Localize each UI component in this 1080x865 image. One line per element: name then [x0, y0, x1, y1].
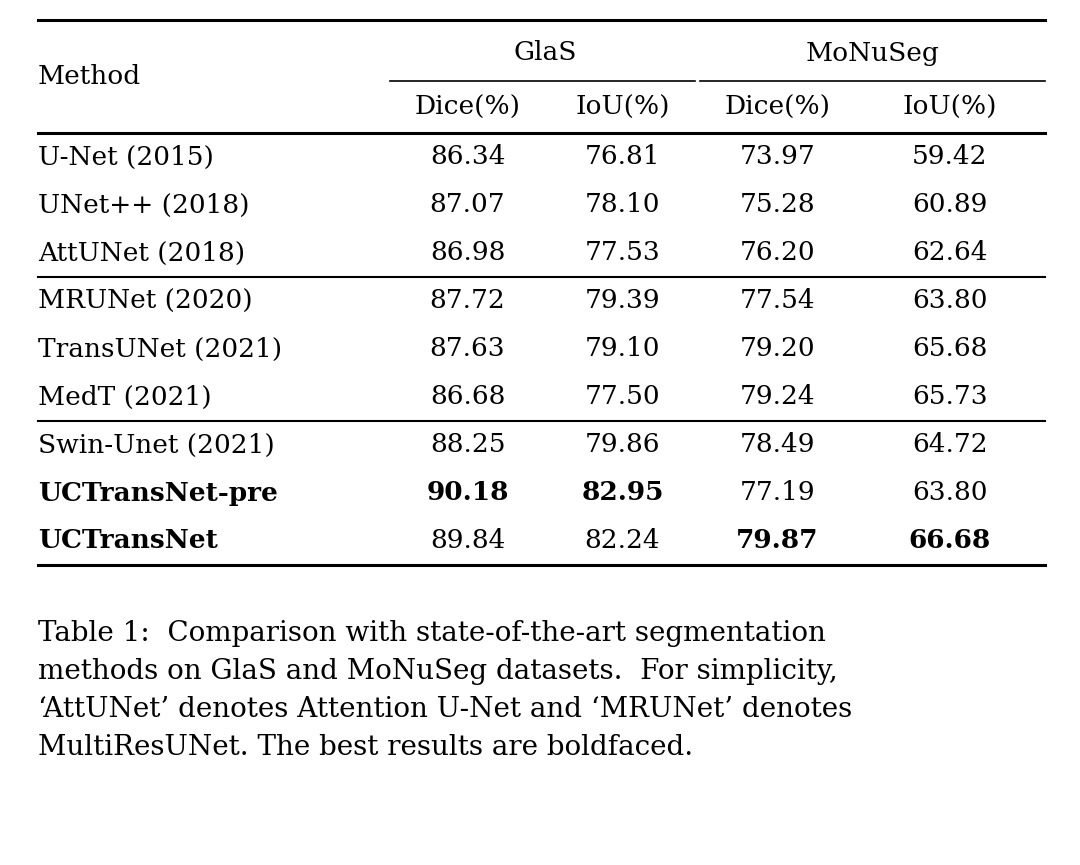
- Text: 87.63: 87.63: [430, 336, 505, 362]
- Text: 82.24: 82.24: [584, 529, 660, 554]
- Text: MultiResUNet. The best results are boldfaced.: MultiResUNet. The best results are boldf…: [38, 734, 693, 761]
- Text: 62.64: 62.64: [913, 240, 988, 266]
- Text: 79.86: 79.86: [584, 432, 660, 458]
- Text: 64.72: 64.72: [913, 432, 988, 458]
- Text: MRUNet (2020): MRUNet (2020): [38, 289, 253, 313]
- Text: IoU(%): IoU(%): [576, 94, 670, 119]
- Text: 86.68: 86.68: [430, 385, 505, 409]
- Text: 77.50: 77.50: [584, 385, 660, 409]
- Text: Table 1:  Comparison with state-of-the-art segmentation: Table 1: Comparison with state-of-the-ar…: [38, 620, 826, 647]
- Text: GlaS: GlaS: [513, 41, 577, 66]
- Text: 65.68: 65.68: [913, 336, 988, 362]
- Text: 86.98: 86.98: [430, 240, 505, 266]
- Text: 78.10: 78.10: [584, 193, 660, 217]
- Text: 75.28: 75.28: [740, 193, 815, 217]
- Text: methods on GlaS and MoNuSeg datasets.  For simplicity,: methods on GlaS and MoNuSeg datasets. Fo…: [38, 658, 838, 685]
- Text: 79.24: 79.24: [740, 385, 815, 409]
- Text: 59.42: 59.42: [913, 144, 988, 170]
- Text: 63.80: 63.80: [913, 480, 988, 505]
- Text: UCTransNet-pre: UCTransNet-pre: [38, 480, 278, 505]
- Text: 79.39: 79.39: [584, 289, 660, 313]
- Text: 82.95: 82.95: [581, 480, 664, 505]
- Text: U-Net (2015): U-Net (2015): [38, 144, 214, 170]
- Text: 77.19: 77.19: [740, 480, 815, 505]
- Text: 87.72: 87.72: [430, 289, 505, 313]
- Text: AttUNet (2018): AttUNet (2018): [38, 240, 245, 266]
- Text: 86.34: 86.34: [430, 144, 505, 170]
- Text: 77.54: 77.54: [740, 289, 815, 313]
- Text: 73.97: 73.97: [740, 144, 815, 170]
- Text: TransUNet (2021): TransUNet (2021): [38, 336, 282, 362]
- Text: 88.25: 88.25: [430, 432, 505, 458]
- Text: 79.87: 79.87: [737, 529, 819, 554]
- Text: MedT (2021): MedT (2021): [38, 385, 212, 409]
- Text: UNet++ (2018): UNet++ (2018): [38, 193, 249, 217]
- Text: ‘AttUNet’ denotes Attention U-Net and ‘MRUNet’ denotes: ‘AttUNet’ denotes Attention U-Net and ‘M…: [38, 696, 852, 723]
- Text: 87.07: 87.07: [430, 193, 505, 217]
- Text: 79.10: 79.10: [584, 336, 660, 362]
- Text: MoNuSeg: MoNuSeg: [806, 41, 940, 66]
- Text: Dice(%): Dice(%): [415, 94, 521, 119]
- Text: 76.81: 76.81: [584, 144, 660, 170]
- Text: Swin-Unet (2021): Swin-Unet (2021): [38, 432, 274, 458]
- Text: 66.68: 66.68: [909, 529, 991, 554]
- Text: 79.20: 79.20: [740, 336, 815, 362]
- Text: Method: Method: [38, 64, 141, 89]
- Text: 90.18: 90.18: [427, 480, 509, 505]
- Text: 78.49: 78.49: [740, 432, 815, 458]
- Text: 89.84: 89.84: [430, 529, 505, 554]
- Text: 63.80: 63.80: [913, 289, 988, 313]
- Text: 65.73: 65.73: [913, 385, 988, 409]
- Text: 76.20: 76.20: [740, 240, 815, 266]
- Text: IoU(%): IoU(%): [903, 94, 997, 119]
- Text: 77.53: 77.53: [584, 240, 660, 266]
- Text: Dice(%): Dice(%): [725, 94, 831, 119]
- Text: UCTransNet: UCTransNet: [38, 529, 218, 554]
- Text: 60.89: 60.89: [913, 193, 988, 217]
